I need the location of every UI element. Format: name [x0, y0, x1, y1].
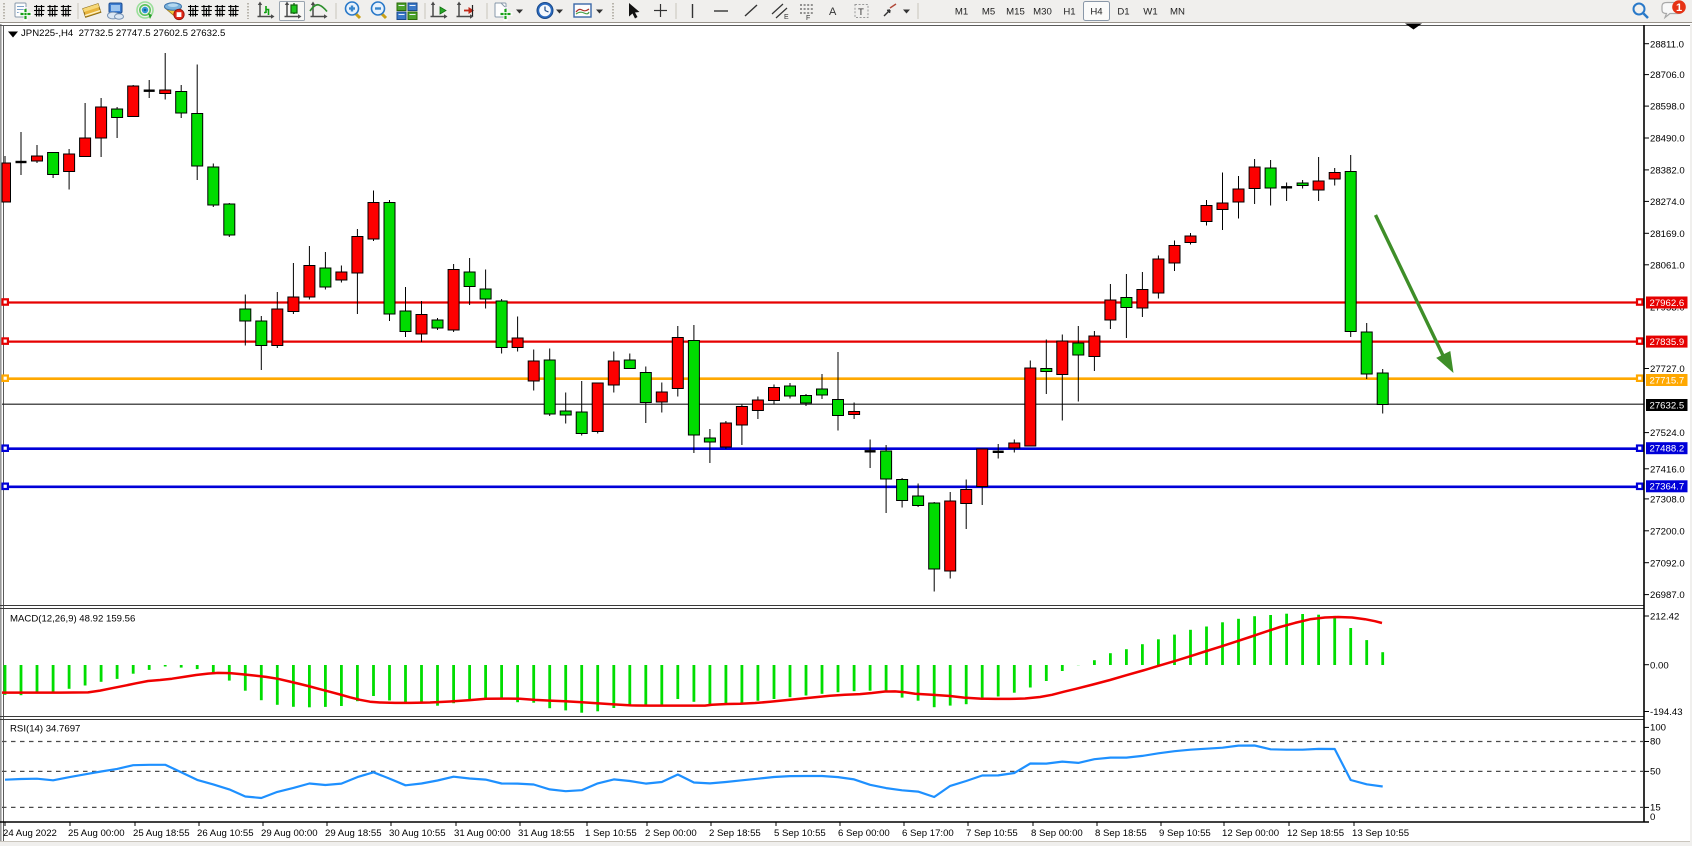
svg-text:-194.43: -194.43 — [1650, 707, 1683, 718]
svg-text:50: 50 — [1650, 767, 1661, 778]
svg-text:6 Sep 17:00: 6 Sep 17:00 — [902, 828, 954, 839]
svg-text:29 Aug 18:55: 29 Aug 18:55 — [325, 828, 382, 839]
svg-text:7 Sep 10:55: 7 Sep 10:55 — [966, 828, 1018, 839]
svg-text:27632.5: 27632.5 — [1650, 400, 1685, 411]
svg-text:27308.0: 27308.0 — [1650, 495, 1685, 506]
svg-text:15: 15 — [1650, 803, 1661, 814]
svg-text:27488.2: 27488.2 — [1650, 444, 1685, 455]
svg-text:12 Sep 18:55: 12 Sep 18:55 — [1287, 828, 1344, 839]
svg-text:100: 100 — [1650, 723, 1666, 734]
svg-text:24 Aug 2022: 24 Aug 2022 — [3, 828, 57, 839]
svg-text:M30: M30 — [1033, 7, 1052, 18]
svg-text:26987.0: 26987.0 — [1650, 590, 1685, 601]
svg-text:31 Aug 18:55: 31 Aug 18:55 — [518, 828, 575, 839]
svg-text:29 Aug 00:00: 29 Aug 00:00 — [261, 828, 318, 839]
svg-text:T: T — [858, 7, 864, 18]
svg-text:28274.0: 28274.0 — [1650, 197, 1685, 208]
svg-text:5 Sep 10:55: 5 Sep 10:55 — [774, 828, 826, 839]
svg-text:1 Sep 10:55: 1 Sep 10:55 — [585, 828, 637, 839]
svg-text:30 Aug 10:55: 30 Aug 10:55 — [389, 828, 446, 839]
svg-text:27416.0: 27416.0 — [1650, 464, 1685, 475]
svg-text:26 Aug 10:55: 26 Aug 10:55 — [197, 828, 254, 839]
svg-text:28598.0: 28598.0 — [1650, 102, 1685, 113]
svg-text:212.42: 212.42 — [1650, 612, 1679, 623]
svg-text:31 Aug 00:00: 31 Aug 00:00 — [454, 828, 511, 839]
svg-text:13 Sep 10:55: 13 Sep 10:55 — [1352, 828, 1409, 839]
svg-text:E: E — [784, 14, 789, 21]
svg-text:27727.0: 27727.0 — [1650, 364, 1685, 375]
svg-text:27715.7: 27715.7 — [1650, 375, 1685, 386]
svg-text:M1: M1 — [955, 7, 968, 18]
svg-text:12 Sep 00:00: 12 Sep 00:00 — [1222, 828, 1279, 839]
svg-text:JPN225-,H4 27732.5 27747.5 27: JPN225-,H4 27732.5 27747.5 27602.5 27632… — [21, 28, 225, 39]
svg-text:25 Aug 00:00: 25 Aug 00:00 — [68, 828, 125, 839]
svg-text:W1: W1 — [1143, 7, 1157, 18]
svg-text:28811.0: 28811.0 — [1650, 39, 1684, 50]
svg-text:27835.9: 27835.9 — [1650, 337, 1685, 348]
svg-text:H4: H4 — [1090, 7, 1103, 18]
svg-text:8 Sep 18:55: 8 Sep 18:55 — [1095, 828, 1147, 839]
svg-text:MACD(12,26,9) 48.92 159.56: MACD(12,26,9) 48.92 159.56 — [10, 614, 135, 625]
svg-text:9 Sep 10:55: 9 Sep 10:55 — [1159, 828, 1211, 839]
svg-text:28490.0: 28490.0 — [1650, 134, 1685, 145]
svg-text:2 Sep 00:00: 2 Sep 00:00 — [645, 828, 697, 839]
svg-text:27364.7: 27364.7 — [1650, 482, 1685, 493]
svg-text:6 Sep 00:00: 6 Sep 00:00 — [838, 828, 890, 839]
svg-text:M15: M15 — [1006, 7, 1025, 18]
svg-text:2 Sep 18:55: 2 Sep 18:55 — [709, 828, 761, 839]
svg-text:D1: D1 — [1117, 7, 1129, 18]
svg-text:MN: MN — [1170, 7, 1185, 18]
svg-text:28169.0: 28169.0 — [1650, 229, 1685, 240]
svg-text:F: F — [806, 15, 810, 22]
svg-text:27200.0: 27200.0 — [1650, 526, 1685, 537]
svg-text:27092.0: 27092.0 — [1650, 558, 1685, 569]
svg-text:28706.0: 28706.0 — [1650, 70, 1685, 81]
svg-text:1: 1 — [1676, 2, 1682, 14]
svg-text:A: A — [829, 6, 837, 18]
svg-text:0: 0 — [1650, 812, 1655, 823]
svg-text:28382.0: 28382.0 — [1650, 166, 1685, 177]
svg-text:27524.0: 27524.0 — [1650, 428, 1685, 439]
svg-text:8 Sep 00:00: 8 Sep 00:00 — [1031, 828, 1083, 839]
svg-text:28061.0: 28061.0 — [1650, 260, 1685, 271]
svg-text:27962.6: 27962.6 — [1650, 298, 1685, 309]
svg-text:25 Aug 18:55: 25 Aug 18:55 — [133, 828, 190, 839]
svg-text:0.00: 0.00 — [1650, 660, 1669, 671]
svg-text:RSI(14) 34.7697: RSI(14) 34.7697 — [10, 724, 80, 735]
svg-text:M5: M5 — [982, 7, 995, 18]
svg-text:80: 80 — [1650, 737, 1661, 748]
svg-text:H1: H1 — [1063, 7, 1075, 18]
